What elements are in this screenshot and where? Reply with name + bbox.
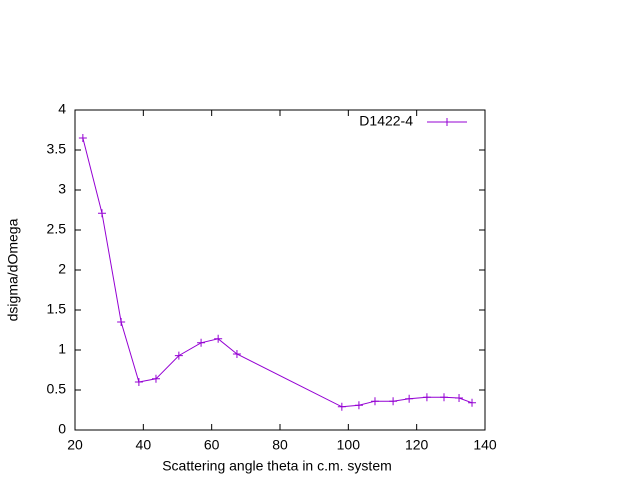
point xyxy=(422,393,431,402)
y-tick-label: 2 xyxy=(58,261,66,277)
x-tick-label: 120 xyxy=(405,437,429,453)
point xyxy=(354,401,363,410)
point xyxy=(468,398,477,407)
point xyxy=(389,397,398,406)
point xyxy=(134,378,143,386)
point xyxy=(370,397,379,406)
y-tick-label: 4 xyxy=(58,101,66,117)
point xyxy=(151,374,160,383)
legend-marker xyxy=(443,118,451,126)
point xyxy=(97,209,106,218)
point xyxy=(78,134,87,142)
point xyxy=(337,402,346,411)
y-tick-label: 0.5 xyxy=(47,381,67,397)
series-line xyxy=(82,137,473,408)
y-tick-label: 1.5 xyxy=(47,301,67,317)
point xyxy=(232,350,241,358)
x-tick-label: 140 xyxy=(473,437,497,453)
x-tick-label: 20 xyxy=(67,437,83,453)
point xyxy=(174,351,183,360)
y-tick-label: 0 xyxy=(58,421,66,437)
y-tick-label: 3 xyxy=(58,181,66,197)
legend-label: D1422-4 xyxy=(359,113,413,129)
y-tick-label: 3.5 xyxy=(47,141,67,157)
x-axis-label: Scattering angle theta in c.m. system xyxy=(162,458,392,474)
x-tick-label: 100 xyxy=(337,437,361,453)
y-tick-label: 2.5 xyxy=(47,221,67,237)
y-axis-label: dsigma/dOmega xyxy=(5,218,21,321)
point xyxy=(455,394,464,402)
x-tick-label: 60 xyxy=(204,437,220,453)
point xyxy=(117,318,126,326)
point xyxy=(405,394,414,403)
point xyxy=(197,338,206,347)
point xyxy=(214,334,223,343)
x-tick-label: 40 xyxy=(136,437,152,453)
y-tick-label: 1 xyxy=(58,341,66,357)
point xyxy=(440,393,448,402)
x-tick-label: 80 xyxy=(272,437,288,453)
